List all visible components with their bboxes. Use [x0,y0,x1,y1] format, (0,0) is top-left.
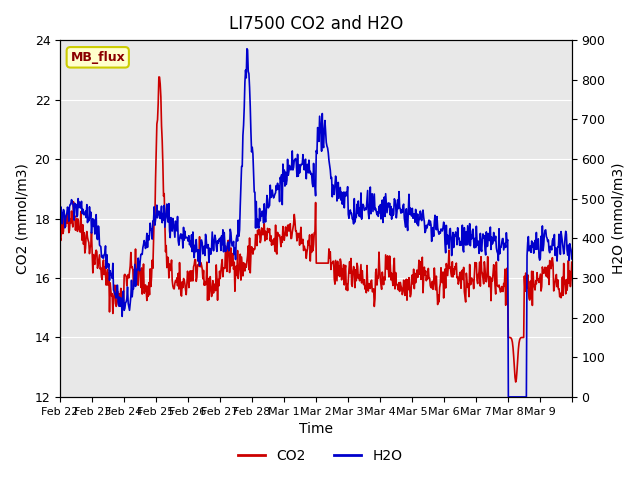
Y-axis label: H2O (mmol/m3): H2O (mmol/m3) [611,163,625,274]
Y-axis label: CO2 (mmol/m3): CO2 (mmol/m3) [15,163,29,274]
Legend: CO2, H2O: CO2, H2O [232,443,408,468]
Title: LI7500 CO2 and H2O: LI7500 CO2 and H2O [229,15,403,33]
X-axis label: Time: Time [299,422,333,436]
Text: MB_flux: MB_flux [70,51,125,64]
